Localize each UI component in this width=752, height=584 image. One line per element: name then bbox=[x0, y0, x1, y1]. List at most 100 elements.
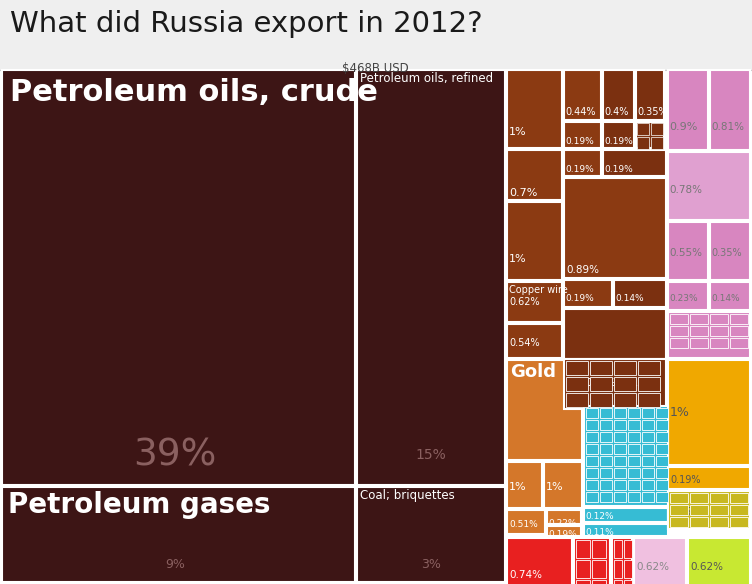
Bar bbox=[614, 492, 626, 502]
Text: 0.12%: 0.12% bbox=[585, 512, 614, 521]
Text: 0.11%: 0.11% bbox=[585, 528, 614, 537]
Bar bbox=[566, 393, 588, 407]
Bar bbox=[614, 393, 636, 407]
Bar bbox=[670, 338, 688, 348]
Bar bbox=[564, 150, 601, 176]
Bar bbox=[656, 492, 668, 502]
Text: 0.14%: 0.14% bbox=[615, 294, 644, 303]
Bar bbox=[628, 432, 640, 442]
Bar bbox=[590, 377, 612, 391]
Bar bbox=[710, 338, 728, 348]
Text: 0.54%: 0.54% bbox=[509, 338, 540, 348]
Text: 0.81%: 0.81% bbox=[711, 122, 744, 132]
Bar bbox=[603, 150, 666, 176]
Text: 0.74%: 0.74% bbox=[509, 570, 542, 580]
Text: What did Russia export in 2012?: What did Russia export in 2012? bbox=[10, 10, 483, 38]
Bar bbox=[634, 538, 686, 584]
Bar bbox=[668, 491, 750, 529]
Bar bbox=[566, 361, 588, 375]
Bar bbox=[507, 538, 572, 584]
Text: 1%: 1% bbox=[509, 254, 526, 264]
Text: 0.19%: 0.19% bbox=[670, 475, 701, 485]
Bar bbox=[656, 444, 668, 454]
Bar bbox=[564, 70, 601, 120]
Text: 0.19%: 0.19% bbox=[565, 294, 594, 303]
Bar bbox=[651, 123, 663, 135]
Bar bbox=[614, 280, 666, 307]
Bar bbox=[668, 467, 750, 489]
Bar bbox=[730, 505, 748, 515]
Bar bbox=[628, 408, 640, 418]
Bar bbox=[656, 420, 668, 430]
Text: 0.35%: 0.35% bbox=[711, 248, 741, 258]
Bar bbox=[628, 456, 640, 466]
Bar bbox=[637, 123, 649, 135]
Bar bbox=[586, 432, 598, 442]
Text: 0.4%: 0.4% bbox=[604, 107, 629, 117]
Bar bbox=[564, 309, 666, 359]
Text: 3%: 3% bbox=[421, 558, 441, 571]
Bar bbox=[592, 560, 606, 578]
Bar bbox=[656, 432, 668, 442]
Text: 0.19%: 0.19% bbox=[565, 165, 594, 174]
Text: 1%: 1% bbox=[509, 482, 526, 492]
Bar bbox=[642, 420, 654, 430]
Bar bbox=[2, 487, 355, 582]
Bar bbox=[586, 492, 598, 502]
Bar bbox=[670, 505, 688, 515]
Bar bbox=[603, 70, 634, 120]
Text: 0.9%: 0.9% bbox=[669, 122, 697, 132]
Text: 0.22%: 0.22% bbox=[548, 519, 577, 528]
Text: 0.33%: 0.33% bbox=[585, 378, 615, 388]
Bar bbox=[614, 468, 626, 478]
Bar bbox=[628, 468, 640, 478]
Text: 0.62%: 0.62% bbox=[636, 562, 669, 572]
Bar bbox=[628, 480, 640, 490]
Bar bbox=[668, 282, 708, 310]
Bar bbox=[690, 326, 708, 336]
Text: 0.78%: 0.78% bbox=[669, 185, 702, 195]
Bar bbox=[603, 122, 634, 148]
Bar bbox=[592, 580, 606, 584]
Bar bbox=[642, 432, 654, 442]
Bar bbox=[507, 462, 542, 508]
Bar bbox=[710, 314, 728, 324]
Text: 0.19%: 0.19% bbox=[548, 530, 577, 539]
Bar bbox=[574, 538, 610, 584]
Bar bbox=[642, 444, 654, 454]
Bar bbox=[564, 122, 601, 148]
Text: 0.55%: 0.55% bbox=[669, 248, 702, 258]
Bar bbox=[710, 493, 728, 503]
Bar bbox=[730, 338, 748, 348]
Bar bbox=[651, 137, 663, 149]
Bar bbox=[690, 338, 708, 348]
Text: 0.23%: 0.23% bbox=[669, 294, 698, 303]
Bar bbox=[586, 480, 598, 490]
Bar bbox=[690, 505, 708, 515]
Text: Petroleum oils, refined: Petroleum oils, refined bbox=[360, 72, 493, 85]
Bar bbox=[656, 468, 668, 478]
Bar bbox=[586, 456, 598, 466]
Bar bbox=[628, 360, 666, 404]
Bar bbox=[614, 408, 626, 418]
Bar bbox=[584, 406, 668, 506]
Bar bbox=[624, 560, 632, 578]
Bar bbox=[628, 492, 640, 502]
Bar bbox=[612, 538, 632, 584]
Bar bbox=[614, 560, 622, 578]
Bar bbox=[547, 510, 581, 524]
Bar bbox=[670, 517, 688, 527]
Bar bbox=[614, 432, 626, 442]
Bar bbox=[600, 468, 612, 478]
Bar bbox=[564, 359, 666, 409]
Bar bbox=[656, 456, 668, 466]
Bar bbox=[600, 480, 612, 490]
Bar bbox=[507, 150, 562, 200]
Bar bbox=[544, 462, 582, 508]
Bar bbox=[614, 420, 626, 430]
Bar bbox=[590, 393, 612, 407]
Bar bbox=[600, 420, 612, 430]
Bar bbox=[614, 444, 626, 454]
Bar bbox=[656, 408, 668, 418]
Bar bbox=[566, 377, 588, 391]
